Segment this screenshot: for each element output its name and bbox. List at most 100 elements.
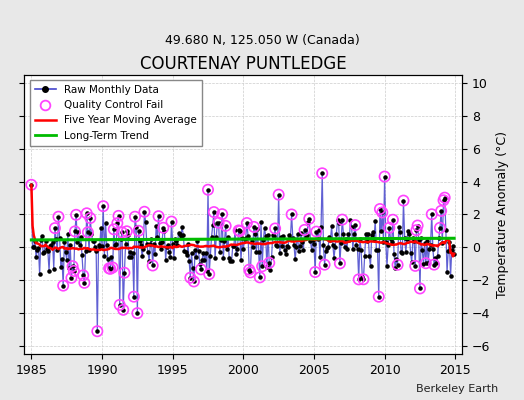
Point — [105, 265, 113, 272]
Point — [41, 238, 50, 244]
Point — [294, 248, 303, 254]
Point — [34, 245, 42, 251]
Point — [108, 264, 117, 271]
Point — [308, 247, 316, 253]
Point — [193, 237, 202, 244]
Point — [64, 231, 72, 237]
Point — [355, 276, 363, 282]
Point — [128, 250, 137, 257]
Point — [276, 250, 284, 257]
Point — [147, 236, 156, 242]
Point — [189, 264, 197, 271]
Point — [428, 211, 436, 218]
Point — [80, 280, 89, 286]
Point — [418, 247, 427, 254]
Point — [277, 234, 285, 240]
Point — [434, 235, 443, 242]
Point — [394, 262, 402, 268]
Point — [305, 216, 313, 222]
Point — [312, 228, 321, 235]
Point — [172, 238, 180, 244]
Point — [42, 246, 51, 252]
Point — [126, 249, 135, 255]
Point — [134, 228, 143, 234]
Point — [299, 247, 308, 254]
Point — [89, 238, 97, 244]
Point — [179, 232, 188, 238]
Point — [272, 242, 280, 249]
Point — [378, 209, 387, 216]
Point — [32, 254, 40, 261]
Point — [112, 241, 121, 247]
Point — [45, 268, 53, 274]
Point — [140, 208, 149, 215]
Point — [111, 242, 119, 248]
Point — [444, 248, 452, 254]
Point — [286, 234, 294, 241]
Point — [54, 214, 63, 220]
Point — [446, 273, 455, 279]
Point — [69, 263, 77, 269]
Point — [438, 240, 446, 246]
Point — [67, 275, 75, 281]
Point — [296, 243, 304, 249]
Point — [289, 234, 297, 241]
Point — [71, 228, 79, 234]
Point — [380, 173, 389, 180]
Point — [257, 218, 265, 225]
Point — [98, 243, 106, 250]
Point — [250, 224, 258, 230]
Point — [263, 264, 271, 270]
Point — [159, 224, 168, 231]
Point — [305, 216, 313, 222]
Point — [363, 238, 371, 244]
Point — [389, 216, 397, 223]
Point — [242, 234, 250, 241]
Point — [250, 224, 258, 230]
Point — [270, 233, 278, 239]
Point — [215, 249, 224, 255]
Point — [441, 194, 449, 201]
Point — [300, 227, 309, 233]
Point — [243, 220, 251, 226]
Point — [388, 238, 396, 245]
Point — [205, 271, 213, 277]
Point — [88, 231, 96, 237]
Point — [261, 233, 270, 240]
Point — [430, 262, 438, 268]
Point — [178, 224, 187, 230]
Point — [245, 266, 254, 273]
Point — [43, 248, 52, 254]
Point — [83, 210, 91, 216]
Point — [39, 250, 47, 256]
Point — [241, 236, 249, 243]
Point — [371, 218, 379, 224]
Point — [389, 216, 397, 223]
Point — [437, 208, 445, 214]
Point — [180, 248, 189, 254]
Point — [412, 227, 421, 233]
Point — [186, 274, 194, 281]
Point — [69, 263, 77, 269]
Point — [79, 272, 88, 278]
Point — [428, 211, 436, 218]
Point — [355, 276, 363, 282]
Point — [436, 224, 444, 231]
Point — [33, 247, 41, 254]
Point — [420, 240, 429, 246]
Point — [318, 170, 326, 176]
Point — [329, 241, 337, 248]
Point — [96, 225, 105, 231]
Point — [433, 253, 442, 259]
Point — [79, 272, 88, 278]
Point — [385, 224, 394, 231]
Point — [199, 250, 208, 256]
Point — [348, 245, 357, 252]
Point — [226, 258, 235, 264]
Point — [129, 294, 138, 300]
Point — [339, 231, 347, 238]
Point — [83, 210, 91, 216]
Point — [140, 208, 149, 215]
Point — [267, 254, 276, 260]
Point — [259, 237, 268, 244]
